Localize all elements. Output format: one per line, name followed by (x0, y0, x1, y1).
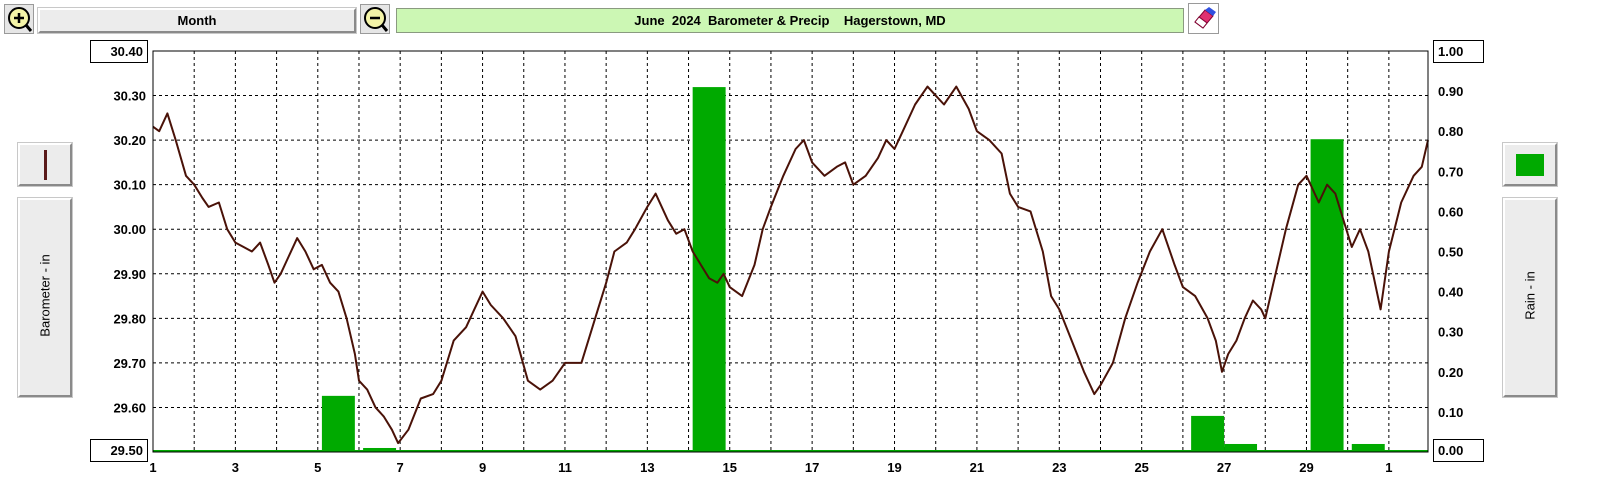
y-right-tick-label: 0.40 (1438, 285, 1463, 300)
rain-bar (692, 87, 726, 452)
x-tick-label: 5 (314, 460, 321, 475)
period-month-button[interactable]: Month (37, 7, 357, 34)
y-right-tick-label: 0.70 (1438, 164, 1463, 179)
barometer-axis-button[interactable]: Barometer - in (17, 197, 73, 398)
y-left-tick-label: 29.70 (113, 356, 146, 371)
barometer-line-swatch (43, 149, 47, 180)
x-tick-label: 25 (1134, 460, 1148, 475)
x-tick-label: 1 (1385, 460, 1392, 475)
zoom-in-button[interactable] (4, 4, 34, 34)
y-left-tick-label: 30.20 (113, 133, 146, 148)
x-tick-label: 15 (723, 460, 737, 475)
y-left-tick-label: 29.60 (113, 400, 146, 415)
right-axis-min-box[interactable]: 0.00 (1433, 439, 1484, 462)
x-tick-label: 27 (1217, 460, 1231, 475)
y-right-tick-label: 0.80 (1438, 124, 1463, 139)
y-right-tick-label: 0.90 (1438, 84, 1463, 99)
eraser-button[interactable] (1188, 3, 1219, 34)
y-left-tick-label: 30.30 (113, 89, 146, 104)
rain-bar (1224, 443, 1258, 452)
y-right-tick-label: 0.50 (1438, 245, 1463, 260)
rain-axis-button[interactable]: Rain - in (1502, 197, 1558, 398)
x-tick-label: 23 (1052, 460, 1066, 475)
right-axis-max-box[interactable]: 1.00 (1433, 40, 1484, 63)
rain-bar-swatch (1516, 153, 1544, 176)
y-left-tick-label: 29.90 (113, 267, 146, 282)
y-left-tick-label: 30.10 (113, 178, 146, 193)
rain-bar (321, 395, 355, 452)
zoom-out-button[interactable] (360, 4, 390, 34)
y-right-tick-label: 0.30 (1438, 325, 1463, 340)
eraser-icon (1194, 7, 1216, 29)
barometer-line (152, 85, 1429, 445)
x-tick-label: 13 (640, 460, 654, 475)
rain-bar (1310, 139, 1344, 452)
zoom-in-icon (8, 7, 33, 32)
x-tick-label: 11 (558, 460, 572, 475)
y-right-tick-label: 0.20 (1438, 365, 1463, 380)
left-axis-min-box[interactable]: 29.50 (90, 439, 148, 462)
x-tick-label: 19 (887, 460, 901, 475)
rain-bar (363, 447, 397, 452)
zoom-out-icon (364, 7, 389, 32)
plot-frame (152, 50, 1429, 453)
rain-bar (1351, 443, 1385, 452)
x-tick-label: 1 (149, 460, 156, 475)
chart-title: June 2024 Barometer & Precip Hagerstown,… (396, 8, 1184, 33)
rain-bar (1191, 415, 1225, 452)
rain-series-toggle[interactable] (1502, 142, 1558, 187)
x-tick-label: 17 (805, 460, 819, 475)
x-tick-label: 3 (232, 460, 239, 475)
y-right-tick-label: 0.10 (1438, 405, 1463, 420)
x-tick-label: 7 (397, 460, 404, 475)
y-left-tick-label: 30.00 (113, 222, 146, 237)
x-tick-label: 29 (1299, 460, 1313, 475)
barometer-series-toggle[interactable] (17, 142, 73, 187)
left-axis-max-box[interactable]: 30.40 (90, 40, 148, 63)
y-right-tick-label: 0.60 (1438, 204, 1463, 219)
y-left-tick-label: 29.80 (113, 311, 146, 326)
x-tick-label: 21 (970, 460, 984, 475)
x-tick-label: 9 (479, 460, 486, 475)
